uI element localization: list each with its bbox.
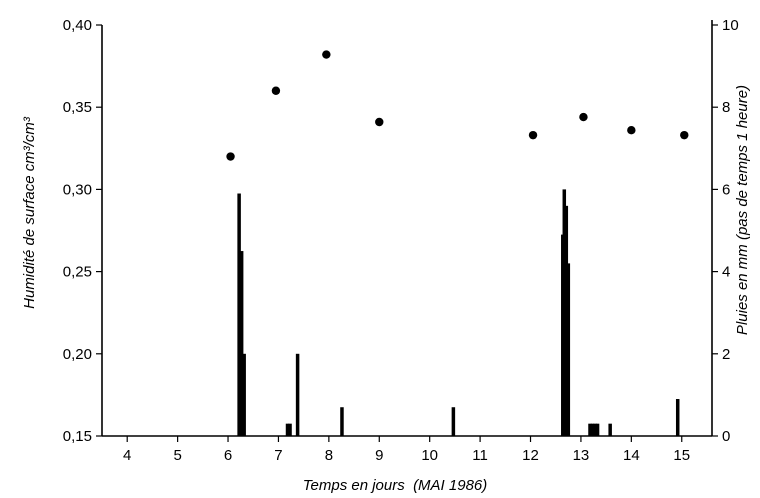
rainfall-bar [237, 193, 241, 436]
x-tick-label: 11 [472, 447, 488, 464]
x-tick-label: 4 [123, 447, 131, 464]
right-y-tick-label: 2 [722, 346, 730, 363]
axes [96, 20, 718, 442]
x-tick-label: 15 [673, 447, 690, 464]
rainfall-bar [562, 189, 567, 436]
rainfall-bar [675, 399, 680, 436]
right-y-tick-label: 0 [722, 428, 730, 445]
moisture-point [375, 117, 384, 127]
x-tick-label: 9 [375, 447, 383, 464]
moisture-points [226, 50, 689, 161]
right-y-axis-title: Pluies en mm (pas de temps 1 heure) [734, 85, 751, 335]
left-y-tick-label: 0,20 [63, 346, 92, 363]
moisture-point [226, 152, 235, 161]
left-y-tick-label: 0,40 [63, 17, 92, 34]
rainfall-bar [593, 423, 597, 436]
rainfall-bar [590, 423, 595, 436]
rainfall-bars [237, 189, 680, 436]
right-y-tick-label: 10 [722, 17, 739, 34]
rainfall-bar [285, 423, 290, 436]
moisture-point [528, 130, 538, 140]
left-y-tick-label: 0,25 [63, 264, 92, 281]
rainfall-bar [595, 423, 600, 436]
x-tick-label: 14 [623, 447, 640, 464]
moisture-point [322, 50, 331, 59]
rainfall-bar [239, 251, 244, 436]
rainfall-bar [295, 353, 300, 436]
right-y-tick-label: 6 [722, 181, 730, 198]
x-tick-label: 8 [325, 447, 333, 464]
right-y-tick-label: 8 [722, 99, 730, 116]
rainfall-bar [288, 423, 292, 436]
left-y-tick-label: 0,30 [63, 181, 92, 198]
x-tick-label: 12 [522, 447, 539, 464]
x-tick-label: 5 [173, 447, 181, 464]
rainfall-bar [566, 263, 571, 436]
rainfall-bar [242, 353, 246, 436]
rainfall-bar [608, 423, 612, 436]
left-y-axis-title: Humidité de surface cm³/cm³ [21, 116, 38, 309]
x-tick-label: 7 [274, 447, 282, 464]
left-y-tick-label: 0,15 [63, 428, 92, 445]
x-axis-title: Temps en jours (MAI 1986) [303, 477, 488, 494]
x-tick-label: 13 [573, 447, 590, 464]
rainfall-bar [588, 423, 592, 436]
moisture-point [680, 130, 689, 140]
x-tick-label: 10 [421, 447, 438, 464]
right-y-tick-label: 4 [722, 264, 730, 281]
rainfall-bar [564, 205, 569, 436]
moisture-point [579, 112, 588, 122]
moisture-point [271, 86, 281, 95]
x-tick-label: 6 [224, 447, 232, 464]
rainfall-bar [340, 407, 344, 436]
tick-labels: 4 5 6 7 8 9 10 11 12 13 14 15 0,15 0,20 0,25 0,30 0,35 0,… [63, 17, 739, 464]
rainfall-bar [451, 407, 456, 436]
left-y-tick-label: 0,35 [63, 99, 92, 116]
moisture-point [627, 126, 636, 135]
